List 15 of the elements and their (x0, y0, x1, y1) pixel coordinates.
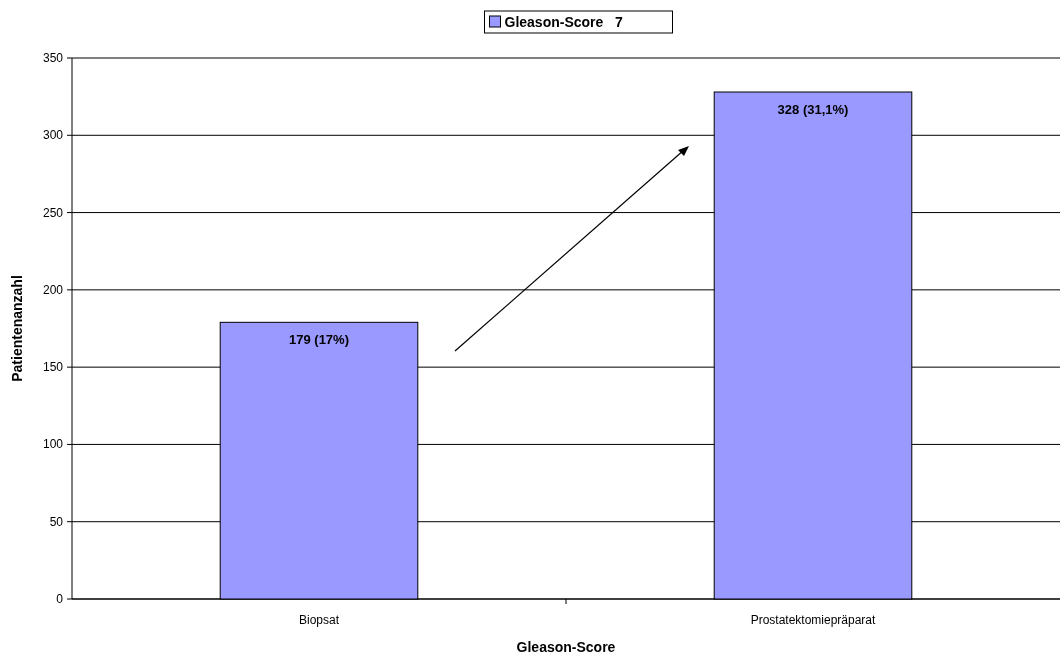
data-label: 328 (31,1%) (777, 102, 849, 118)
y-tick-label: 250 (42, 205, 64, 220)
y-tick-label: 350 (42, 51, 64, 65)
y-tick-label: 100 (42, 437, 64, 452)
y-tick-label: 300 (42, 128, 64, 143)
y-tick-label: 50 (49, 514, 64, 529)
y-tick-label: 0 (56, 592, 64, 606)
y-tick-label: 150 (42, 360, 64, 375)
y-tick-label: 200 (42, 282, 64, 297)
x-axis-title: Gleason-Score (516, 639, 616, 655)
y-axis-title: Patientenanzahl (9, 275, 25, 382)
x-tick-label: Prostatektomiepräparat (750, 613, 877, 627)
data-label: 179 (17%) (289, 332, 349, 348)
legend-label: Gleason-Score 7 (504, 14, 623, 30)
x-tick-label: Biopsat (298, 613, 340, 627)
